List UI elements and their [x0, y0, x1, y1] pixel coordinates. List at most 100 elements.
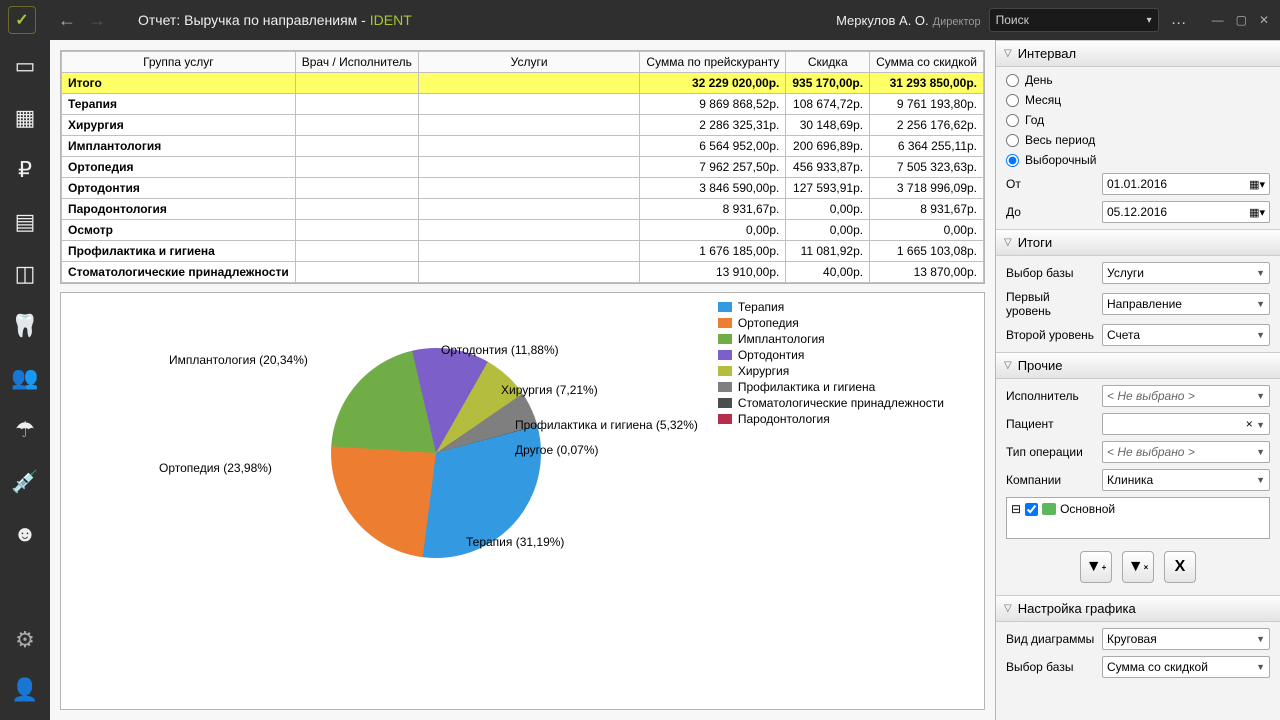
table-header[interactable]: Скидка	[786, 52, 870, 73]
interval-radio-3[interactable]: Весь период	[1006, 133, 1270, 147]
base-label: Выбор базы	[1006, 266, 1096, 280]
interval-radio-4[interactable]: Выборочный	[1006, 153, 1270, 167]
rail-card-icon[interactable]: ▭	[9, 50, 41, 82]
table-row[interactable]: Осмотр0,00р.0,00р.0,00р.	[62, 220, 984, 241]
rail-report-icon[interactable]: ◫	[9, 258, 41, 290]
rail-people-icon[interactable]: 👥	[9, 362, 41, 394]
interval-radio-2[interactable]: Год	[1006, 113, 1270, 127]
section-interval[interactable]: Интервал	[996, 40, 1280, 67]
legend-swatch	[718, 414, 732, 424]
nav-back-icon[interactable]: ←	[54, 10, 80, 31]
legend-swatch	[718, 350, 732, 360]
app-logo-icon[interactable]: ✓	[8, 6, 36, 34]
radio-input[interactable]	[1006, 134, 1019, 147]
close-button[interactable]: ✕	[1256, 13, 1272, 27]
table-header[interactable]: Услуги	[418, 52, 640, 73]
pie-callout-label: Имплантология (20,34%)	[169, 353, 308, 367]
section-totals[interactable]: Итоги	[996, 229, 1280, 256]
rail-umbrella-icon[interactable]: ☂	[9, 414, 41, 446]
table-row[interactable]: Стоматологические принадлежности13 910,0…	[62, 262, 984, 283]
date-to-input[interactable]: 05.12.2016▦▾	[1102, 201, 1270, 223]
rail-user-icon[interactable]: 👤	[9, 674, 41, 706]
date-from-input[interactable]: 01.01.2016▦▾	[1102, 173, 1270, 195]
radio-label: Выборочный	[1025, 153, 1096, 167]
minimize-button[interactable]: —	[1209, 13, 1227, 27]
table-row[interactable]: Имплантология6 564 952,00р.200 696,89р.6…	[62, 136, 984, 157]
pie-callout-label: Хирургия (7,21%)	[501, 383, 598, 397]
legend-item: Стоматологические принадлежности	[718, 395, 944, 411]
legend-item: Имплантология	[718, 331, 944, 347]
content-area: Группа услугВрач / ИсполнительУслугиСумм…	[50, 40, 995, 720]
table-row[interactable]: Ортопедия7 962 257,50р.456 933,87р.7 505…	[62, 157, 984, 178]
rail-ruble-icon[interactable]: ₽	[9, 154, 41, 186]
radio-label: Весь период	[1025, 133, 1095, 147]
company-label: Компании	[1006, 473, 1096, 487]
radio-input[interactable]	[1006, 74, 1019, 87]
legend-item: Профилактика и гигиена	[718, 379, 944, 395]
legend-swatch	[718, 398, 732, 408]
legend-item: Ортодонтия	[718, 347, 944, 363]
patient-input[interactable]: × ▼	[1102, 413, 1270, 435]
search-input[interactable]: Поиск▾	[989, 8, 1159, 32]
lvl2-select[interactable]: Счета▼	[1102, 324, 1270, 346]
nav-forward-icon: →	[84, 10, 110, 31]
pie-callout-label: Другое (0,07%)	[515, 443, 598, 457]
more-icon[interactable]: …	[1167, 11, 1191, 29]
rail-calc-icon[interactable]: ▤	[9, 206, 41, 238]
rail-syringe-icon[interactable]: 💉	[9, 466, 41, 498]
table-header[interactable]: Врач / Исполнитель	[295, 52, 418, 73]
section-other[interactable]: Прочие	[996, 352, 1280, 379]
window-controls: — ▢ ✕	[1209, 13, 1272, 27]
lvl1-select[interactable]: Направление▼	[1102, 293, 1270, 315]
operation-type-label: Тип операции	[1006, 445, 1096, 459]
table-row[interactable]: Терапия9 869 868,52р.108 674,72р.9 761 1…	[62, 94, 984, 115]
table-row[interactable]: Профилактика и гигиена1 676 185,00р.11 0…	[62, 241, 984, 262]
performer-select[interactable]: < Не выбрано >▼	[1102, 385, 1270, 407]
company-tree[interactable]: ⊟Основной	[1006, 497, 1270, 539]
tree-root-label: Основной	[1060, 502, 1115, 516]
table-header[interactable]: Сумма по прейскуранту	[640, 52, 786, 73]
radio-label: Месяц	[1025, 93, 1061, 107]
chart-type-select[interactable]: Круговая▼	[1102, 628, 1270, 650]
table-header[interactable]: Сумма со скидкой	[870, 52, 984, 73]
tree-checkbox[interactable]	[1025, 503, 1038, 516]
clear-icon[interactable]: ×	[1246, 417, 1253, 431]
legend-label: Хирургия	[738, 364, 789, 378]
base-select[interactable]: Услуги▼	[1102, 262, 1270, 284]
calendar-icon: ▦▾	[1249, 206, 1265, 219]
pie-chart	[331, 348, 541, 558]
interval-radio-1[interactable]: Месяц	[1006, 93, 1270, 107]
user-display[interactable]: Меркулов А. О.Директор	[836, 13, 981, 28]
legend-item: Ортопедия	[718, 315, 944, 331]
rail-headset-icon[interactable]: ☻	[9, 518, 41, 550]
maximize-button[interactable]: ▢	[1233, 13, 1250, 27]
interval-radio-0[interactable]: День	[1006, 73, 1270, 87]
pie-callout-label: Терапия (31,19%)	[466, 535, 564, 549]
filter-remove-button[interactable]: ▼×	[1122, 551, 1154, 583]
legend-item: Хирургия	[718, 363, 944, 379]
table-row[interactable]: Пародонтология8 931,67р.0,00р.8 931,67р.	[62, 199, 984, 220]
section-chart-settings[interactable]: Настройка графика	[996, 595, 1280, 622]
operation-type-select[interactable]: < Не выбрано >▼	[1102, 441, 1270, 463]
table-total-row[interactable]: Итого32 229 020,00р.935 170,00р.31 293 8…	[62, 73, 984, 94]
rail-tooth-icon[interactable]: 🦷	[9, 310, 41, 342]
legend-swatch	[718, 334, 732, 344]
rail-calendar-icon[interactable]: ▦	[9, 102, 41, 134]
patient-label: Пациент	[1006, 417, 1096, 431]
radio-input[interactable]	[1006, 114, 1019, 127]
nav-arrows: ← →	[54, 10, 110, 31]
chart-type-label: Вид диаграммы	[1006, 632, 1096, 646]
table-row[interactable]: Ортодонтия3 846 590,00р.127 593,91р.3 71…	[62, 178, 984, 199]
export-excel-button[interactable]: X	[1164, 551, 1196, 583]
filter-add-button[interactable]: ▼+	[1080, 551, 1112, 583]
radio-input[interactable]	[1006, 154, 1019, 167]
company-select[interactable]: Клиника▼	[1102, 469, 1270, 491]
radio-input[interactable]	[1006, 94, 1019, 107]
left-rail: ▭ ▦ ₽ ▤ ◫ 🦷 👥 ☂ 💉 ☻ ⚙ 👤	[0, 40, 50, 720]
table-header[interactable]: Группа услуг	[62, 52, 296, 73]
rail-settings-icon[interactable]: ⚙	[9, 624, 41, 656]
chart-base-select[interactable]: Сумма со скидкой▼	[1102, 656, 1270, 678]
table-row[interactable]: Хирургия2 286 325,31р.30 148,69р.2 256 1…	[62, 115, 984, 136]
folder-icon	[1042, 503, 1056, 515]
pie-callout-label: Профилактика и гигиена (5,32%)	[515, 418, 698, 432]
